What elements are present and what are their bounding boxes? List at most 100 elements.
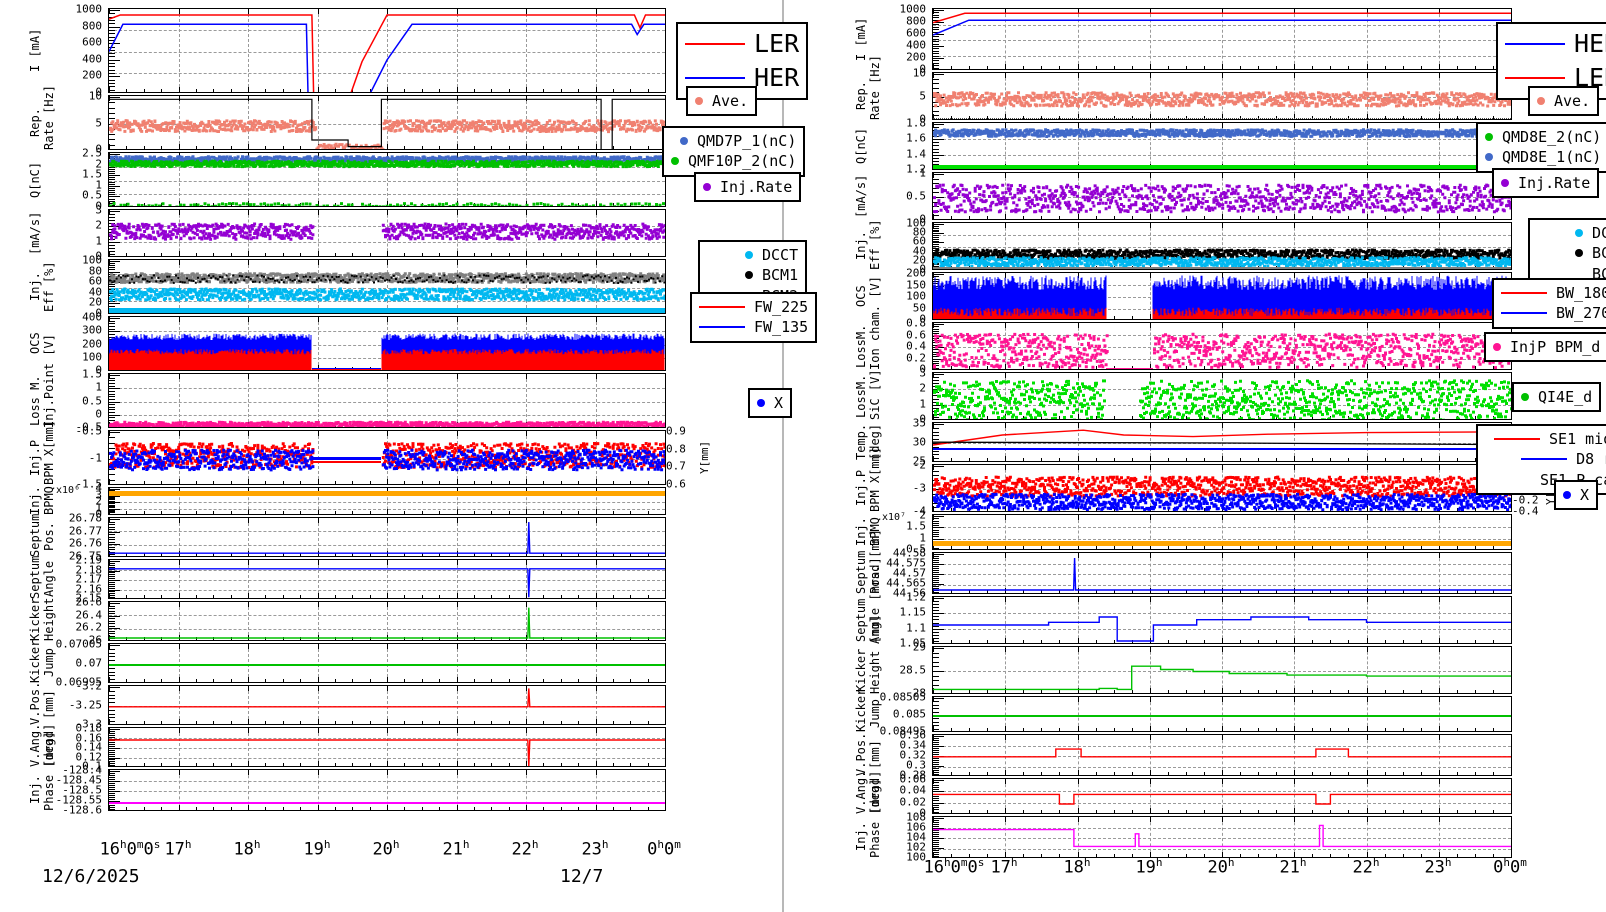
y-tick-label: 0 — [95, 306, 102, 320]
plot-rep-rate[interactable] — [932, 72, 1512, 120]
plot-lossm-sic[interactable] — [932, 372, 1512, 420]
y-tick-label: 0 — [919, 262, 926, 276]
plot-loss-m[interactable] — [108, 373, 666, 428]
legend-entry[interactable]: FW_135 — [699, 317, 808, 337]
legend-entry[interactable]: DCCT — [707, 245, 798, 265]
legend-entry[interactable]: FW_225 — [699, 297, 808, 317]
legend-entry[interactable]: HER — [685, 61, 799, 95]
legend-entry[interactable]: Inj.Rate — [703, 177, 792, 197]
legend-ave-legend[interactable]: Ave. — [686, 86, 758, 117]
plot-kicker-height[interactable] — [108, 601, 666, 641]
legend-entry[interactable]: X — [757, 393, 783, 413]
legend-entry[interactable]: BCM1 — [707, 265, 798, 285]
legend-fw-legend[interactable]: FW_225 FW_135 — [690, 292, 818, 343]
plot-ocs[interactable] — [932, 272, 1512, 320]
legend-entry[interactable]: QMD7P_1(nC) — [671, 131, 796, 151]
x-tick-minor — [951, 854, 952, 857]
plot-temp[interactable] — [932, 422, 1512, 462]
plot-kicker-height[interactable] — [932, 646, 1512, 694]
plot-inj-rate[interactable] — [108, 209, 666, 257]
plot-inj-rate[interactable] — [932, 172, 1512, 220]
plot-inj-eff[interactable] — [932, 222, 1512, 270]
legend-ave-legend[interactable]: Ave. — [1528, 86, 1600, 117]
plot-inj-eff[interactable] — [108, 259, 666, 314]
x-tick-minor — [1168, 546, 1169, 549]
legend-charge-legend[interactable]: QMD8E_2(nC) QMD8E_1(nC) — [1476, 122, 1606, 173]
legend-bw-legend[interactable]: BW_180 BW_270 — [1492, 278, 1606, 329]
legend-entry[interactable]: Ave. — [1537, 91, 1590, 111]
plot-lossm-ion[interactable] — [932, 322, 1512, 370]
scatter-trace — [933, 248, 1511, 261]
legend-entry[interactable]: Ave. — [695, 91, 748, 111]
y-tick-label: -3.2 — [75, 679, 103, 693]
plot-kicker-jump[interactable] — [932, 696, 1512, 732]
x-tick-minor — [1240, 458, 1241, 461]
x-tick — [526, 251, 527, 256]
y-tick-label: 100 — [906, 850, 926, 864]
legend-entry[interactable]: BCM1 — [1537, 243, 1606, 263]
legend-entry[interactable]: QMD8E_2(nC) — [1485, 127, 1601, 147]
legend-entry[interactable]: QI4E_d — [1521, 387, 1592, 407]
legend-entry[interactable]: BW_180 — [1501, 283, 1606, 303]
legend-entry[interactable]: SE1 middle — [1485, 429, 1606, 449]
legend-injrate-legend[interactable]: Inj.Rate — [694, 172, 802, 203]
gridline-vertical — [457, 644, 458, 682]
x-tick-minor — [648, 763, 649, 766]
x-tick-minor — [1475, 690, 1476, 693]
legend-entry[interactable]: D8 room — [1485, 449, 1606, 469]
legend-x-legend[interactable]: X — [748, 388, 793, 419]
x-tick — [1439, 817, 1440, 822]
plot-vang[interactable] — [108, 727, 666, 767]
x-tick-minor — [1186, 640, 1187, 643]
legend-qi4e-legend[interactable]: QI4E_d — [1512, 382, 1602, 413]
legend-entry[interactable]: DCCT — [1537, 223, 1606, 243]
legend-entry[interactable]: QMD8E_1(nC) — [1485, 147, 1601, 167]
plot-current[interactable] — [932, 8, 1512, 70]
plot-vang[interactable] — [932, 778, 1512, 814]
plot-ocs[interactable] — [108, 316, 666, 371]
plot-charge[interactable] — [108, 152, 666, 207]
plot-vpos[interactable] — [932, 734, 1512, 776]
x-tick-minor — [1168, 590, 1169, 593]
plot-injp-bpm-x[interactable] — [932, 464, 1512, 512]
x-tick-minor — [1330, 458, 1331, 461]
gridline-vertical — [1005, 373, 1006, 419]
gridline-vertical — [318, 374, 319, 427]
plot-inj-bpmq[interactable] — [108, 487, 666, 515]
plot-charge[interactable] — [932, 122, 1512, 170]
legend-injp-bpm-legend[interactable]: InjP BPM_d — [1484, 332, 1606, 363]
plot-septum-angle[interactable] — [108, 559, 666, 599]
x-tick — [526, 677, 527, 682]
plot-current[interactable] — [108, 8, 666, 93]
plot-inj-bpmq[interactable] — [932, 514, 1512, 550]
x-tick — [1294, 456, 1295, 461]
x-tick-minor — [1041, 458, 1042, 461]
legend-entry[interactable]: BW_270 — [1501, 303, 1606, 323]
plot-vpos[interactable] — [108, 685, 666, 725]
legend-entry[interactable]: InjP BPM_d — [1493, 337, 1600, 357]
plot-injp-bpm-x[interactable] — [108, 430, 666, 485]
x-tick-minor — [1132, 546, 1133, 549]
x-tick — [1439, 273, 1440, 278]
plot-rep-rate[interactable] — [108, 95, 666, 150]
y-tick-label: 35 — [912, 416, 926, 430]
legend-entry[interactable]: Inj.Rate — [1501, 173, 1590, 193]
x-tick-minor — [987, 416, 988, 419]
plot-kicker-jump[interactable] — [108, 643, 666, 683]
legend-x-legend[interactable]: X — [1554, 480, 1599, 511]
y-tick-label: 0 — [95, 142, 102, 156]
legend-entry[interactable]: X — [1563, 485, 1589, 505]
plot-inj-phase[interactable] — [932, 816, 1512, 858]
x-tick — [1367, 688, 1368, 693]
legend-entry[interactable]: QMF10P_2(nC) — [671, 151, 796, 171]
x-tick — [596, 805, 597, 810]
plot-inj-phase[interactable] — [108, 769, 666, 811]
legend-charge-legend[interactable]: QMD7P_1(nC) QMF10P_2(nC) — [662, 126, 806, 177]
legend-injrate-legend[interactable]: Inj.Rate — [1492, 168, 1600, 199]
plot-septum-angle[interactable] — [932, 596, 1512, 644]
y-tick-label: 2.15 — [75, 591, 103, 605]
plot-septum-pos[interactable] — [932, 552, 1512, 594]
legend-entry[interactable]: HER — [1505, 27, 1606, 61]
plot-septum-pos[interactable] — [108, 517, 666, 557]
legend-entry[interactable]: LER — [685, 27, 799, 61]
